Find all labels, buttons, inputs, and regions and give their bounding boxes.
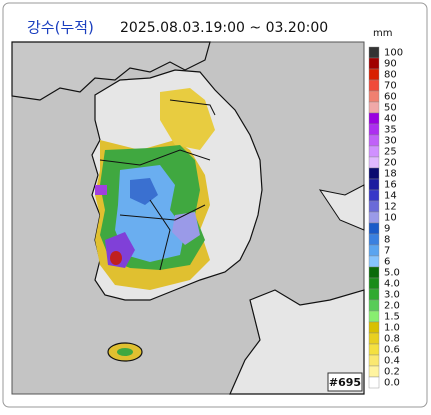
legend-label: 9 (384, 224, 390, 235)
legend-label: 2.0 (384, 301, 400, 312)
legend-label: 6 (384, 257, 390, 268)
legend-label: 40 (384, 114, 397, 125)
legend-swatch (368, 178, 380, 191)
legend-swatch (368, 354, 380, 367)
legend-swatch (368, 68, 380, 81)
legend-swatch (368, 79, 380, 92)
legend-label: 0.0 (384, 378, 400, 389)
legend-swatch (368, 112, 380, 125)
legend-label: 30 (384, 136, 397, 147)
legend-label: 90 (384, 59, 397, 70)
legend-swatch (368, 255, 380, 268)
legend-swatch (368, 376, 380, 389)
legend-swatch (368, 200, 380, 213)
legend-swatch (368, 189, 380, 202)
legend-swatch (368, 332, 380, 345)
legend-label: 10 (384, 213, 397, 224)
legend-label: 70 (384, 81, 397, 92)
legend-label: 0.8 (384, 334, 400, 345)
legend-swatch (368, 321, 380, 334)
legend-swatch (368, 233, 380, 246)
legend-swatch (368, 277, 380, 290)
legend-label: 60 (384, 92, 397, 103)
legend-swatch (368, 101, 380, 114)
legend-label: 18 (384, 169, 397, 180)
legend-label: 100 (384, 48, 403, 59)
legend-label: 1.5 (384, 312, 400, 323)
frame-id: #695 (329, 376, 361, 389)
legend-label: 4.0 (384, 279, 400, 290)
legend-swatch (368, 211, 380, 224)
legend-label: 3.0 (384, 290, 400, 301)
legend-label: 1.0 (384, 323, 400, 334)
legend-swatch (368, 288, 380, 301)
unit: mm (373, 28, 392, 39)
legend-label: 0.4 (384, 356, 400, 367)
legend-label: 20 (384, 158, 397, 169)
legend-label: 16 (384, 180, 397, 191)
legend-swatch (368, 365, 380, 378)
color-legend: 10090807060504035302520181614121098765.0… (368, 46, 403, 389)
legend-label: 0.2 (384, 367, 400, 378)
legend-swatch (368, 244, 380, 257)
legend-swatch (368, 46, 380, 59)
legend-swatch (368, 167, 380, 180)
legend-label: 7 (384, 246, 390, 257)
legend-label: 0.6 (384, 345, 400, 356)
legend-swatch (368, 299, 380, 312)
legend-label: 25 (384, 147, 397, 158)
map: #695 (11, 41, 365, 395)
legend-label: 35 (384, 125, 397, 136)
legend-swatch (368, 145, 380, 158)
legend-swatch (368, 266, 380, 279)
title: 강수(누적) (27, 19, 94, 37)
legend-swatch (368, 57, 380, 70)
legend-swatch (368, 90, 380, 103)
legend-swatch (368, 123, 380, 136)
legend-swatch (368, 310, 380, 323)
legend-label: 80 (384, 70, 397, 81)
legend-swatch (368, 343, 380, 356)
legend-label: 8 (384, 235, 390, 246)
legend-label: 14 (384, 191, 397, 202)
legend-swatch (368, 156, 380, 169)
period: 2025.08.03.19:00 ~ 03.20:00 (120, 20, 328, 36)
legend-label: 50 (384, 103, 397, 114)
legend-swatch (368, 222, 380, 235)
legend-swatch (368, 134, 380, 147)
legend-label: 5.0 (384, 268, 400, 279)
legend-label: 12 (384, 202, 397, 213)
